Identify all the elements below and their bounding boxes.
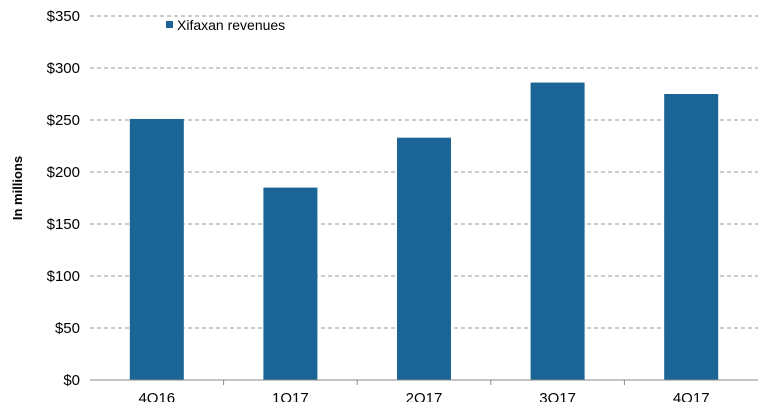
y-tick-label: $250 [47, 112, 80, 129]
bars [129, 82, 719, 381]
y-tick-label: $100 [47, 268, 80, 285]
y-tick-label: $0 [63, 372, 80, 389]
y-tick-label: $300 [47, 60, 80, 77]
y-tick-label: $150 [47, 216, 80, 233]
x-axis-ticks: 4Q16 1Q17 2Q17 3Q17 4Q17 [138, 380, 710, 402]
legend-swatch [166, 21, 173, 28]
bar-4Q16 [129, 118, 184, 381]
x-tick-label: 4Q16 [138, 390, 175, 402]
legend-label: Xifaxan revenues [177, 17, 285, 33]
y-tick-label: $50 [55, 320, 80, 337]
x-tick-label: 3Q17 [539, 390, 576, 402]
bar-1Q17 [263, 187, 318, 380]
x-tick-label: 4Q17 [673, 390, 710, 402]
y-tick-label: $200 [47, 164, 80, 181]
bar-3Q17 [530, 82, 585, 380]
y-tick-label: $350 [47, 8, 80, 25]
gridlines [90, 15, 758, 329]
x-tick-label: 2Q17 [406, 390, 443, 402]
x-tick-label: 1Q17 [272, 390, 309, 402]
bar-4Q17 [664, 94, 719, 380]
y-axis-label: In millions [10, 156, 25, 220]
y-axis-ticks: $0 $50 $100 $150 $200 $250 $300 $350 [47, 8, 80, 389]
bar-2Q17 [397, 137, 451, 380]
legend: Xifaxan revenues [166, 17, 285, 33]
